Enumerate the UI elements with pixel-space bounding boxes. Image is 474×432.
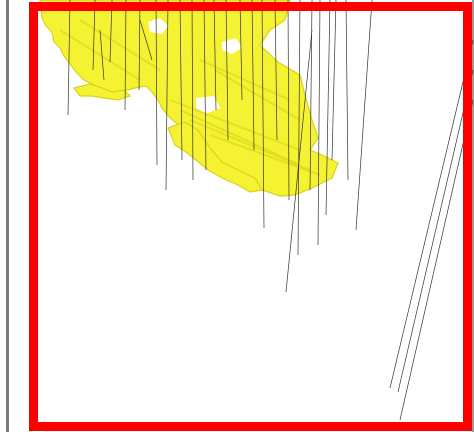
- drillhole-trace: [203, 0, 207, 171]
- surface-shading: [179, 109, 301, 166]
- drillhole-trace: [138, 0, 141, 91]
- drillhole-trace: [155, 0, 158, 166]
- ore-body-left-fragment: [72, 83, 132, 101]
- surface-shading: [189, 119, 311, 171]
- drillhole-trace: [92, 0, 96, 71]
- drillhole-trace: [139, 19, 153, 61]
- drillhole-trace: [239, 0, 243, 101]
- drillhole-trace: [191, 0, 194, 181]
- drillhole-trace: [251, 0, 255, 151]
- selection-box[interactable]: [29, 2, 472, 431]
- drillhole-traces: [67, 0, 474, 421]
- drillhole-trace: [99, 29, 105, 81]
- drillhole-trace: [397, 69, 474, 393]
- drillhole-trace: [179, 0, 183, 161]
- drillhole-trace: [355, 0, 373, 231]
- drillhole-trace: [331, 0, 337, 161]
- drillhole-trace: [67, 0, 71, 116]
- viewport-left-border: [6, 0, 9, 432]
- ore-body-lower-lobe: [167, 121, 263, 193]
- drillhole-trace: [389, 39, 474, 389]
- surface-shading: [79, 19, 161, 71]
- drillhole-trace: [317, 0, 321, 246]
- surface-shading: [59, 29, 141, 81]
- surface-shading: [169, 99, 301, 151]
- surface-gap: [196, 96, 220, 114]
- ore-body-surface: [39, 0, 339, 197]
- surface-shading: [209, 134, 321, 176]
- drillhole-trace: [225, 0, 229, 141]
- drillhole-trace: [345, 0, 349, 181]
- ore-body-main: [39, 0, 339, 197]
- drillhole-trace: [124, 0, 127, 111]
- viewport-right-border: [472, 0, 474, 432]
- drillhole-trace: [297, 0, 301, 256]
- drillhole-trace: [285, 29, 313, 293]
- drillhole-trace: [213, 0, 217, 111]
- drillhole-trace: [261, 0, 265, 229]
- drillhole-trace: [325, 0, 331, 216]
- surface-gap: [148, 18, 168, 34]
- drillhole-trace: [274, 0, 278, 141]
- drillhole-trace: [165, 0, 169, 191]
- drillhole-trace: [287, 0, 290, 201]
- surface-shading: [214, 69, 301, 121]
- drillhole-trace: [399, 99, 474, 421]
